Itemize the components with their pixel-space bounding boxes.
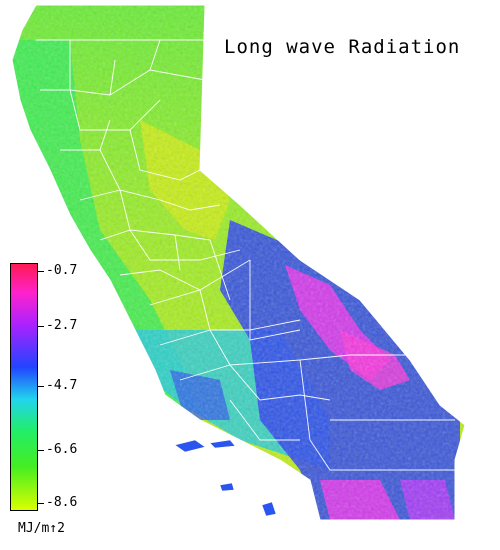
legend-label-top: -0.7 — [46, 263, 78, 278]
legend-label-4: -6.6 — [46, 442, 78, 457]
legend-label-bottom: -8.6 — [46, 495, 78, 510]
legend-tick — [38, 326, 44, 327]
legend-frame — [10, 263, 38, 511]
legend-tick — [38, 386, 44, 387]
legend-units: MJ/m↑2 — [18, 521, 65, 536]
map-title: Long wave Radiation — [224, 36, 461, 58]
legend-color-bar — [10, 263, 38, 511]
legend-tick — [38, 450, 44, 451]
legend-tick — [38, 271, 44, 272]
state-outline — [11, 4, 466, 521]
legend-label-3: -4.7 — [46, 378, 78, 393]
legend-tick — [38, 503, 44, 504]
county-borders — [36, 39, 455, 471]
legend-label-2: -2.7 — [46, 318, 78, 333]
channel-islands — [174, 439, 277, 517]
